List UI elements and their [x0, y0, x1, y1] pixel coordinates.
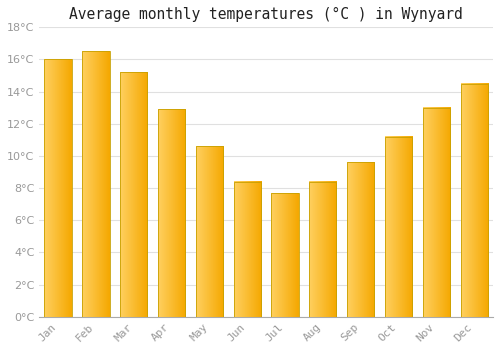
Bar [309, 182, 336, 317]
Bar [272, 193, 298, 317]
Bar [422, 108, 450, 317]
Bar [158, 109, 185, 317]
Bar [120, 72, 148, 317]
Bar [385, 136, 412, 317]
Bar [82, 51, 110, 317]
Bar [234, 182, 261, 317]
Title: Average monthly temperatures (°C ) in Wynyard: Average monthly temperatures (°C ) in Wy… [69, 7, 463, 22]
Bar [460, 84, 488, 317]
Bar [44, 60, 72, 317]
Bar [196, 146, 223, 317]
Bar [347, 162, 374, 317]
